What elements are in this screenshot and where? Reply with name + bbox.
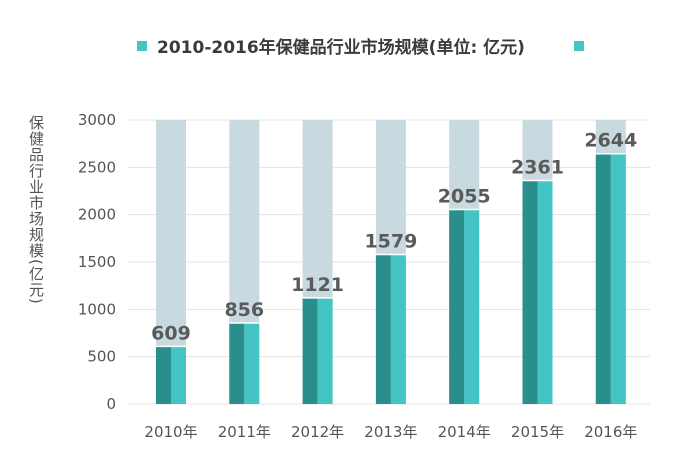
data-label: 1579: [364, 231, 417, 253]
y-tick-label: 0: [106, 395, 116, 413]
bar-value-dark: [595, 153, 611, 404]
data-label: 2055: [438, 185, 491, 207]
y-tick-label: 2000: [78, 206, 116, 224]
bar-value-light: [610, 153, 626, 404]
bar-value-dark: [156, 346, 171, 404]
x-tick-label: 2012年: [291, 423, 344, 441]
y-axis-ticks: 0 500 1000 1500 2000 2500 3000: [78, 111, 116, 413]
y-tick-label: 1000: [78, 300, 116, 318]
data-label: 609: [151, 322, 191, 344]
y-tick-label: 3000: [78, 111, 116, 129]
data-labels: 609 856 1121 1579 2055 2361 2644: [151, 130, 637, 345]
data-label: 1121: [291, 274, 344, 296]
bar-value-light: [171, 346, 186, 404]
chart-legend: 2010-2016年保健品行业市场规模(单位: 亿元): [137, 37, 584, 58]
data-label: 856: [224, 299, 264, 321]
x-tick-label: 2011年: [218, 423, 271, 441]
x-tick-label: 2014年: [438, 423, 491, 441]
x-tick-label: 2010年: [144, 423, 197, 441]
y-tick-label: 1500: [78, 253, 116, 271]
bar-value-dark: [449, 209, 465, 404]
x-tick-label: 2013年: [364, 423, 417, 441]
legend-marker-left: [137, 41, 147, 51]
y-tick-label: 2500: [78, 158, 116, 176]
data-label: 2644: [584, 130, 637, 152]
x-axis-ticks: 2010年 2011年 2012年 2013年 2014年 2015年 2016年: [144, 423, 637, 441]
data-label: 2361: [511, 156, 564, 178]
y-axis-label: 保健品行业市场规模(亿元): [27, 115, 45, 305]
bar-value-dark: [229, 322, 245, 404]
bar-value-light: [464, 209, 480, 404]
bar-value-dark: [375, 254, 391, 404]
bar-value-dark: [522, 180, 538, 404]
bar-value-light: [244, 322, 260, 404]
x-tick-label: 2016年: [584, 423, 637, 441]
bar-value-light: [317, 297, 333, 404]
bars: [156, 120, 626, 404]
chart-title: 2010-2016年保健品行业市场规模(单位: 亿元): [157, 37, 525, 58]
x-tick-label: 2015年: [511, 423, 564, 441]
bar-value-light: [537, 180, 553, 404]
legend-marker-right: [574, 41, 584, 51]
bar-value-light: [390, 254, 406, 404]
bar-value-dark: [302, 297, 318, 404]
y-tick-label: 500: [87, 348, 116, 366]
